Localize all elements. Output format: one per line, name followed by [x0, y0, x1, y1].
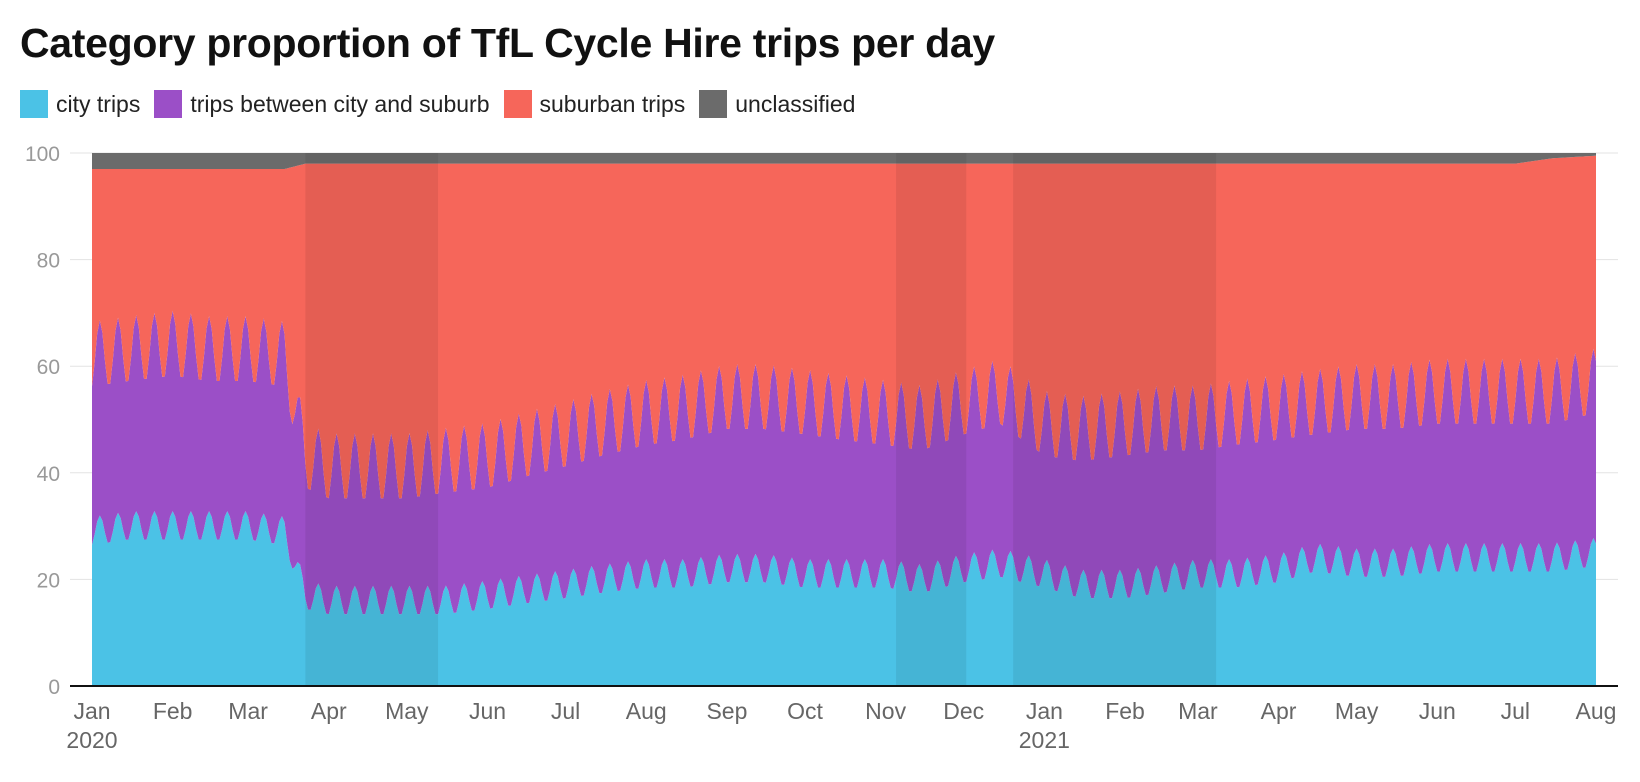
shaded-period [305, 153, 439, 686]
legend-swatch-suburban [503, 90, 532, 118]
x-tick-label: Mar [1178, 698, 1218, 724]
x-tick-label: Apr [1261, 698, 1297, 724]
legend-swatch-between [154, 90, 183, 118]
x-tick-label: Mar [228, 698, 268, 724]
legend-item-unclassified: unclassified [699, 90, 855, 118]
legend-label-city: city trips [56, 90, 141, 117]
y-tick-label: 0 [48, 676, 60, 699]
x-tick-label: Jan [1026, 698, 1063, 724]
legend: city trips trips between city and suburb… [20, 90, 869, 118]
chart-title: Category proportion of TfL Cycle Hire tr… [20, 20, 995, 66]
shaded-period [1013, 153, 1217, 686]
x-tick-label: Dec [943, 698, 984, 724]
y-tick-label: 100 [25, 143, 60, 166]
x-tick-label: Jul [551, 698, 580, 724]
x-tick-year-label: 2021 [1019, 727, 1070, 753]
shaded-periods [305, 153, 1217, 686]
area-suburban-trips [92, 155, 1596, 499]
x-tick-label: Aug [1576, 698, 1617, 724]
x-tick-label: May [385, 698, 429, 724]
legend-swatch-city [20, 90, 48, 118]
legend-label-unclassified: unclassified [735, 90, 856, 117]
legend-item-between: trips between city and suburb [154, 90, 490, 118]
x-tick-label: Feb [153, 698, 193, 724]
x-tick-year-label: 2020 [66, 727, 117, 753]
legend-label-between: trips between city and suburb [190, 90, 490, 117]
x-tick-label: Jan [73, 698, 110, 724]
x-tick-label: Aug [626, 698, 667, 724]
legend-item-suburban: suburban trips [503, 90, 686, 118]
y-tick-label: 20 [37, 569, 60, 592]
area-trips-between-city-and-suburb [92, 310, 1596, 615]
x-tick-label: Jun [469, 698, 506, 724]
y-tick-label: 40 [37, 463, 60, 486]
x-tick-label: May [1335, 698, 1379, 724]
shaded-period [896, 153, 967, 686]
legend-item-city: city trips [20, 90, 140, 118]
x-tick-label: Apr [311, 698, 347, 724]
legend-swatch-unclassified [699, 90, 728, 118]
axis-layer: Jan 2020 Feb Mar Apr May Jun Jul Aug Sep Oct Nov Dec… [66, 685, 1618, 753]
area-city-trips [92, 511, 1596, 686]
x-tick-label: Nov [865, 698, 906, 724]
area-unclassified [92, 153, 1596, 169]
area-layer [92, 153, 1596, 686]
y-tick-label: 60 [37, 356, 60, 379]
x-tick-label: Jul [1501, 698, 1530, 724]
x-tick-label: Oct [787, 698, 823, 724]
x-tick-label: Feb [1105, 698, 1145, 724]
y-tick-label: 80 [37, 250, 60, 273]
x-tick-label: Sep [706, 698, 747, 724]
legend-label-suburban: suburban trips [539, 90, 686, 117]
x-tick-label: Jun [1419, 698, 1456, 724]
